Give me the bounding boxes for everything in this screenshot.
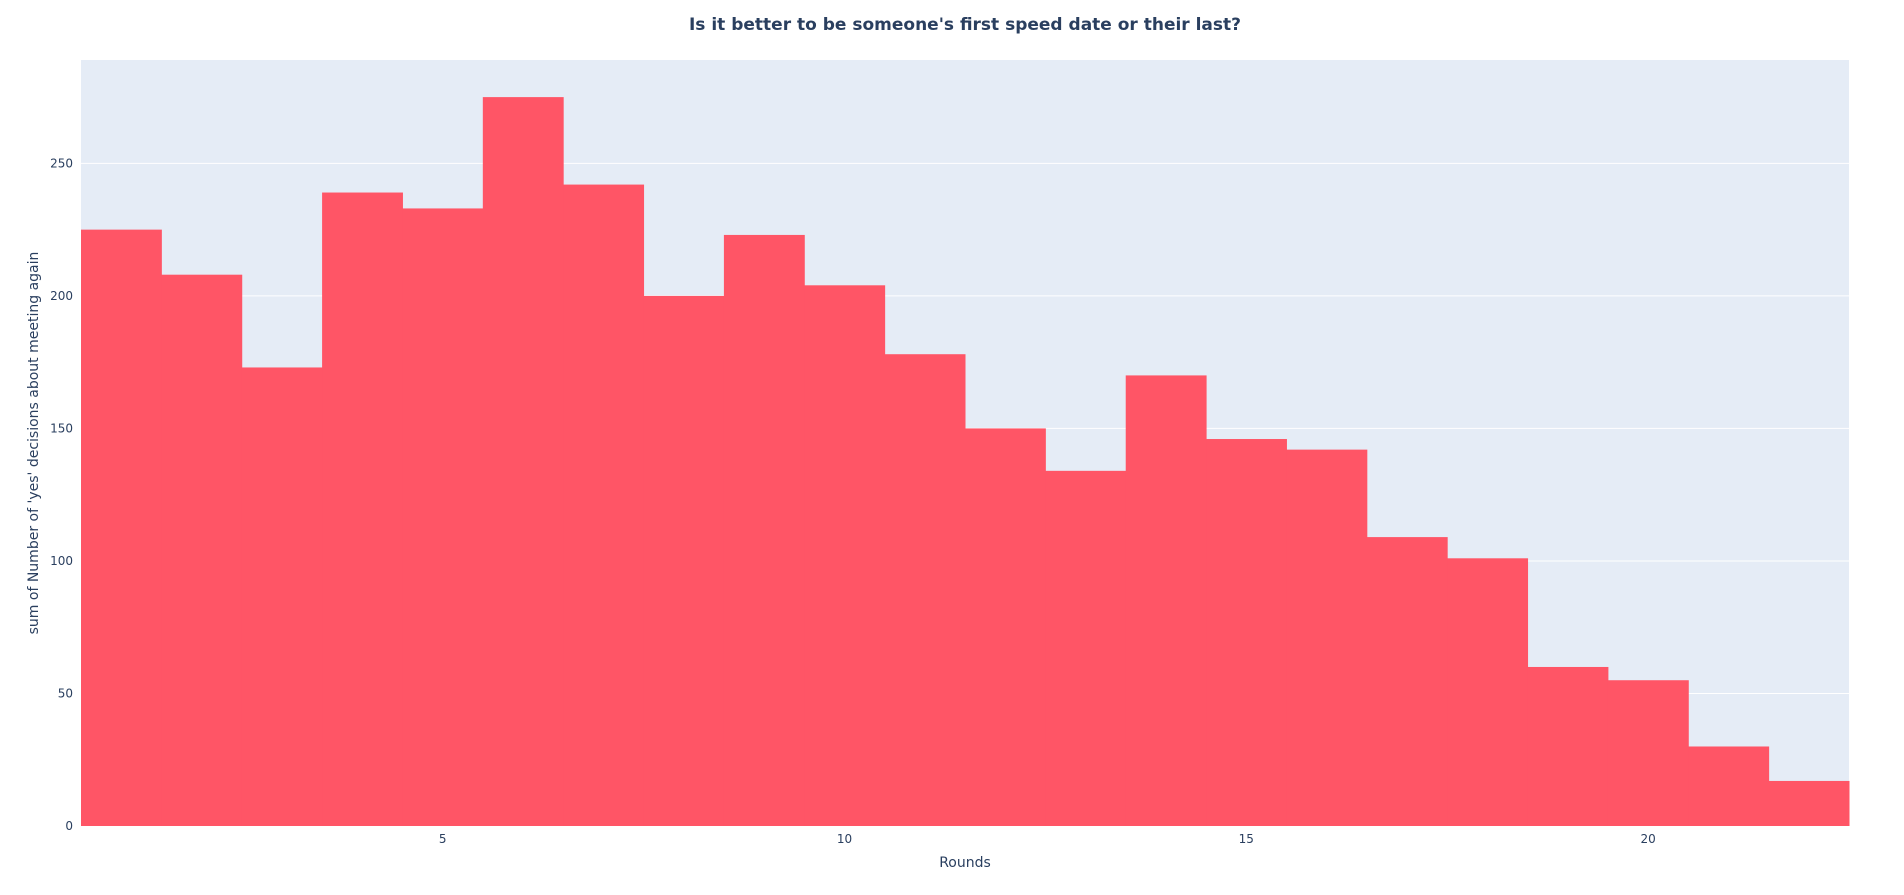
bar-round-16: [1286, 449, 1368, 826]
bar-round-7: [563, 184, 645, 826]
bar-round-11: [884, 354, 966, 826]
y-axis-label: sum of Number of 'yes' decisions about m…: [26, 252, 42, 635]
bar-round-12: [965, 428, 1046, 826]
bar-round-5: [402, 208, 484, 826]
y-tick-label: 150: [50, 421, 73, 435]
bar-round-19: [1527, 666, 1609, 826]
bars: [81, 97, 1850, 827]
bar-round-17: [1366, 537, 1448, 826]
y-tick-label: 50: [58, 686, 73, 700]
y-tick-label: 200: [50, 289, 73, 303]
y-tick-label: 0: [65, 819, 73, 833]
x-tick-label: 15: [1239, 832, 1254, 846]
chart-title: Is it better to be someone's first speed…: [689, 15, 1241, 35]
bar-round-4: [322, 192, 403, 827]
bar-round-6: [482, 97, 564, 826]
bar-round-22: [1768, 780, 1850, 826]
bar-round-10: [804, 285, 886, 826]
bar-round-9: [723, 234, 805, 826]
x-axis-label: Rounds: [939, 855, 991, 871]
x-tick-label: 10: [837, 832, 852, 846]
bar-round-21: [1688, 746, 1770, 826]
bar-round-2: [161, 274, 243, 827]
bar-round-3: [241, 367, 323, 826]
bar-round-18: [1447, 558, 1529, 826]
y-tick-label: 250: [50, 156, 73, 170]
bar-round-20: [1607, 680, 1689, 826]
bar-round-1: [81, 229, 162, 826]
x-tick-label: 5: [439, 832, 447, 846]
x-tick-label: 20: [1640, 832, 1655, 846]
bar-round-14: [1125, 375, 1207, 826]
x-axis-ticks: 5 10 15 20: [439, 832, 1656, 846]
y-axis-ticks: 0 50 100 150 200 250: [50, 156, 73, 833]
bar-round-15: [1206, 439, 1287, 826]
y-tick-label: 100: [50, 554, 73, 568]
bar-round-13: [1045, 470, 1127, 826]
bar-round-8: [643, 295, 725, 826]
